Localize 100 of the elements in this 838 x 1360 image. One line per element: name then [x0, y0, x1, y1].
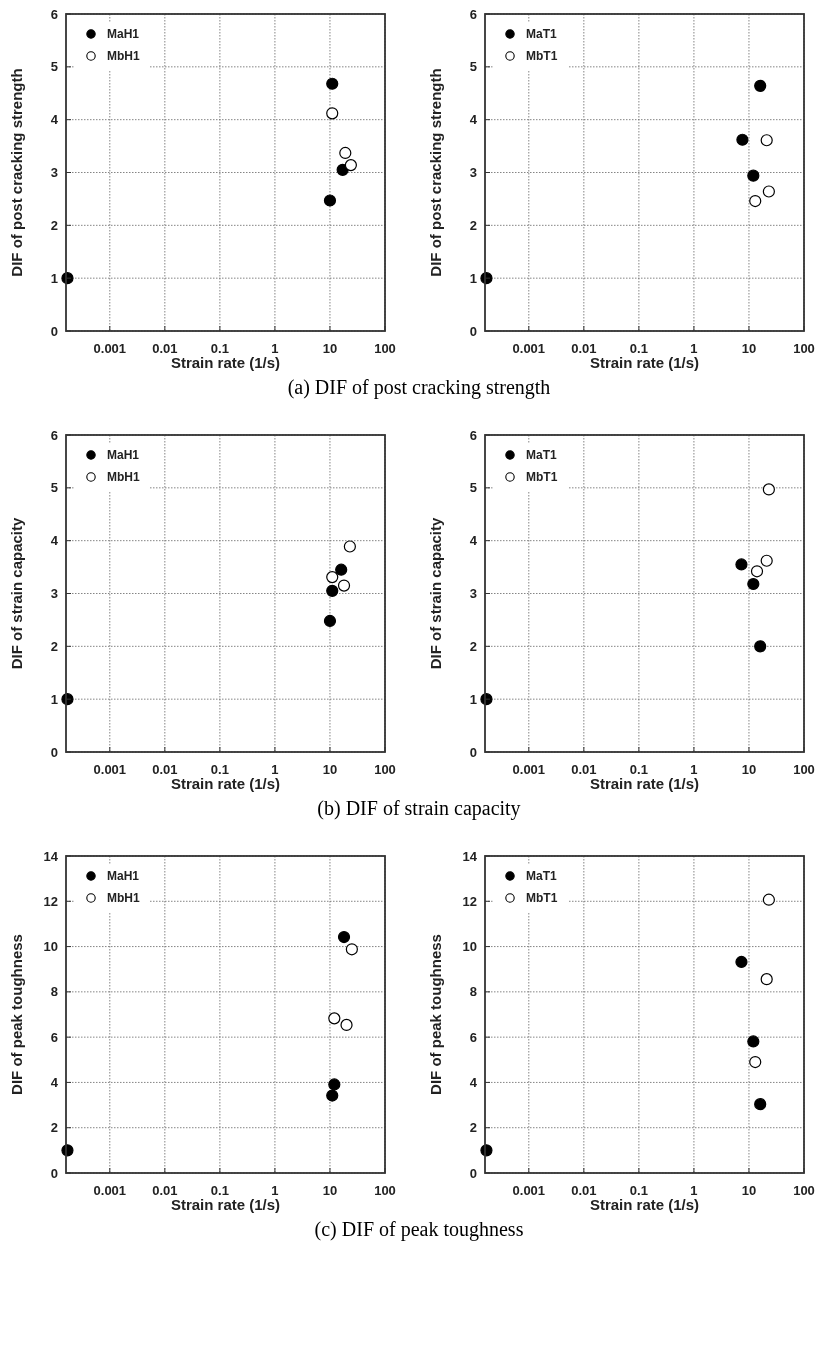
y-tick-label: 0 — [50, 744, 58, 760]
y-tick-label: 0 — [469, 744, 477, 760]
y-tick-label: 3 — [50, 586, 58, 602]
x-tick-label: 100 — [374, 341, 396, 356]
y-tick-label: 5 — [469, 480, 477, 496]
x-tick-label: 0.001 — [512, 1183, 546, 1198]
y-tick-label: 6 — [50, 6, 58, 22]
legend-label: MbH1 — [107, 49, 140, 63]
x-tick-label: 10 — [322, 1183, 338, 1198]
y-axis-title: DIF of peak toughness — [8, 934, 25, 1095]
legend-label: MaH1 — [107, 448, 140, 462]
y-tick-label: 3 — [50, 165, 58, 181]
x-tick-label: 0.1 — [629, 1183, 648, 1198]
legend-label: MbH1 — [107, 470, 140, 484]
y-tick-label: 4 — [469, 1074, 478, 1090]
y-tick-label: 1 — [469, 270, 477, 286]
legend-label: MaH1 — [107, 27, 140, 41]
y-tick-label: 6 — [50, 1029, 58, 1045]
legend-label: MaT1 — [526, 869, 557, 883]
x-tick-label: 100 — [793, 762, 815, 777]
y-tick-label: 4 — [50, 112, 59, 128]
x-tick-label: 100 — [374, 762, 396, 777]
y-tick-label: 0 — [50, 1165, 58, 1181]
x-tick-label: 100 — [793, 1183, 815, 1198]
y-tick-label: 2 — [50, 217, 58, 233]
x-tick-label: 100 — [374, 1183, 396, 1198]
x-tick-label: 0.1 — [210, 341, 229, 356]
y-tick-label: 0 — [50, 323, 58, 339]
y-tick-label: 0 — [469, 1165, 477, 1181]
x-tick-label: 0.01 — [152, 762, 178, 777]
y-tick-label: 1 — [469, 691, 477, 707]
y-tick-label: 4 — [469, 112, 478, 128]
y-tick-label: 2 — [469, 638, 477, 654]
y-tick-label: 4 — [50, 533, 59, 549]
y-tick-label: 3 — [469, 165, 477, 181]
x-tick-label: 1 — [271, 762, 279, 777]
x-tick-label: 1 — [690, 1183, 698, 1198]
x-tick-label: 0.1 — [629, 762, 648, 777]
x-tick-label: 0.01 — [571, 341, 597, 356]
x-tick-label: 0.1 — [210, 762, 229, 777]
y-tick-label: 10 — [43, 939, 58, 955]
x-tick-label: 0.01 — [571, 1183, 597, 1198]
y-tick-label: 1 — [50, 691, 58, 707]
y-tick-label: 14 — [43, 848, 59, 864]
text: (a) DIF of post cracking strength — [286, 376, 552, 399]
x-tick-label: 0.1 — [210, 1183, 229, 1198]
text: (b) DIF of strain capacity — [316, 797, 522, 820]
y-tick-label: 4 — [50, 1074, 59, 1090]
y-tick-label: 2 — [50, 638, 58, 654]
legend-label: MaT1 — [526, 448, 557, 462]
x-tick-label: 0.001 — [93, 762, 127, 777]
x-axis-title: Strain rate (1/s) — [170, 775, 281, 792]
x-tick-label: 1 — [271, 341, 279, 356]
x-tick-label: 10 — [741, 762, 757, 777]
text: (c) DIF of peak toughness — [313, 1218, 525, 1241]
y-axis-title: DIF of peak toughness — [427, 934, 444, 1095]
y-tick-label: 8 — [50, 984, 58, 1000]
x-tick-label: 1 — [690, 341, 698, 356]
y-tick-label: 5 — [469, 59, 477, 75]
y-axis-title: DIF of strain capacity — [427, 517, 444, 670]
y-axis-title: DIF of post cracking strength — [427, 68, 444, 277]
legend-label: MbT1 — [526, 49, 558, 63]
x-tick-label: 1 — [271, 1183, 279, 1198]
x-tick-label: 10 — [741, 1183, 757, 1198]
y-tick-label: 0 — [469, 323, 477, 339]
y-tick-label: 2 — [50, 1120, 58, 1136]
x-axis-title: Strain rate (1/s) — [170, 1196, 281, 1213]
x-axis-title: Strain rate (1/s) — [170, 354, 281, 371]
y-tick-label: 12 — [43, 893, 58, 909]
y-tick-label: 6 — [469, 1029, 477, 1045]
y-tick-label: 5 — [50, 480, 58, 496]
y-axis-title: DIF of strain capacity — [8, 517, 25, 670]
x-tick-label: 1 — [690, 762, 698, 777]
x-tick-label: 0.001 — [512, 341, 546, 356]
y-tick-label: 8 — [469, 984, 477, 1000]
legend-label: MbT1 — [526, 891, 558, 905]
y-tick-label: 2 — [469, 1120, 477, 1136]
x-tick-label: 10 — [741, 341, 757, 356]
x-axis-title: Strain rate (1/s) — [589, 775, 700, 792]
y-tick-label: 4 — [469, 533, 478, 549]
x-axis-title: Strain rate (1/s) — [589, 354, 700, 371]
x-axis-title: Strain rate (1/s) — [589, 1196, 700, 1213]
legend-label: MaH1 — [107, 869, 140, 883]
x-tick-label: 0.01 — [571, 762, 597, 777]
y-tick-label: 14 — [462, 848, 478, 864]
y-tick-label: 5 — [50, 59, 58, 75]
x-tick-label: 0.01 — [152, 341, 178, 356]
x-tick-label: 100 — [793, 341, 815, 356]
legend-label: MbT1 — [526, 470, 558, 484]
y-tick-label: 6 — [469, 427, 477, 443]
legend-label: MaT1 — [526, 27, 557, 41]
y-tick-label: 6 — [469, 6, 477, 22]
x-tick-label: 0.001 — [512, 762, 546, 777]
legend-label: MbH1 — [107, 891, 140, 905]
y-axis-title: DIF of post cracking strength — [8, 68, 25, 277]
x-tick-label: 10 — [322, 762, 338, 777]
x-tick-label: 0.01 — [152, 1183, 178, 1198]
y-tick-label: 3 — [469, 586, 477, 602]
y-tick-label: 1 — [50, 270, 58, 286]
y-tick-label: 6 — [50, 427, 58, 443]
